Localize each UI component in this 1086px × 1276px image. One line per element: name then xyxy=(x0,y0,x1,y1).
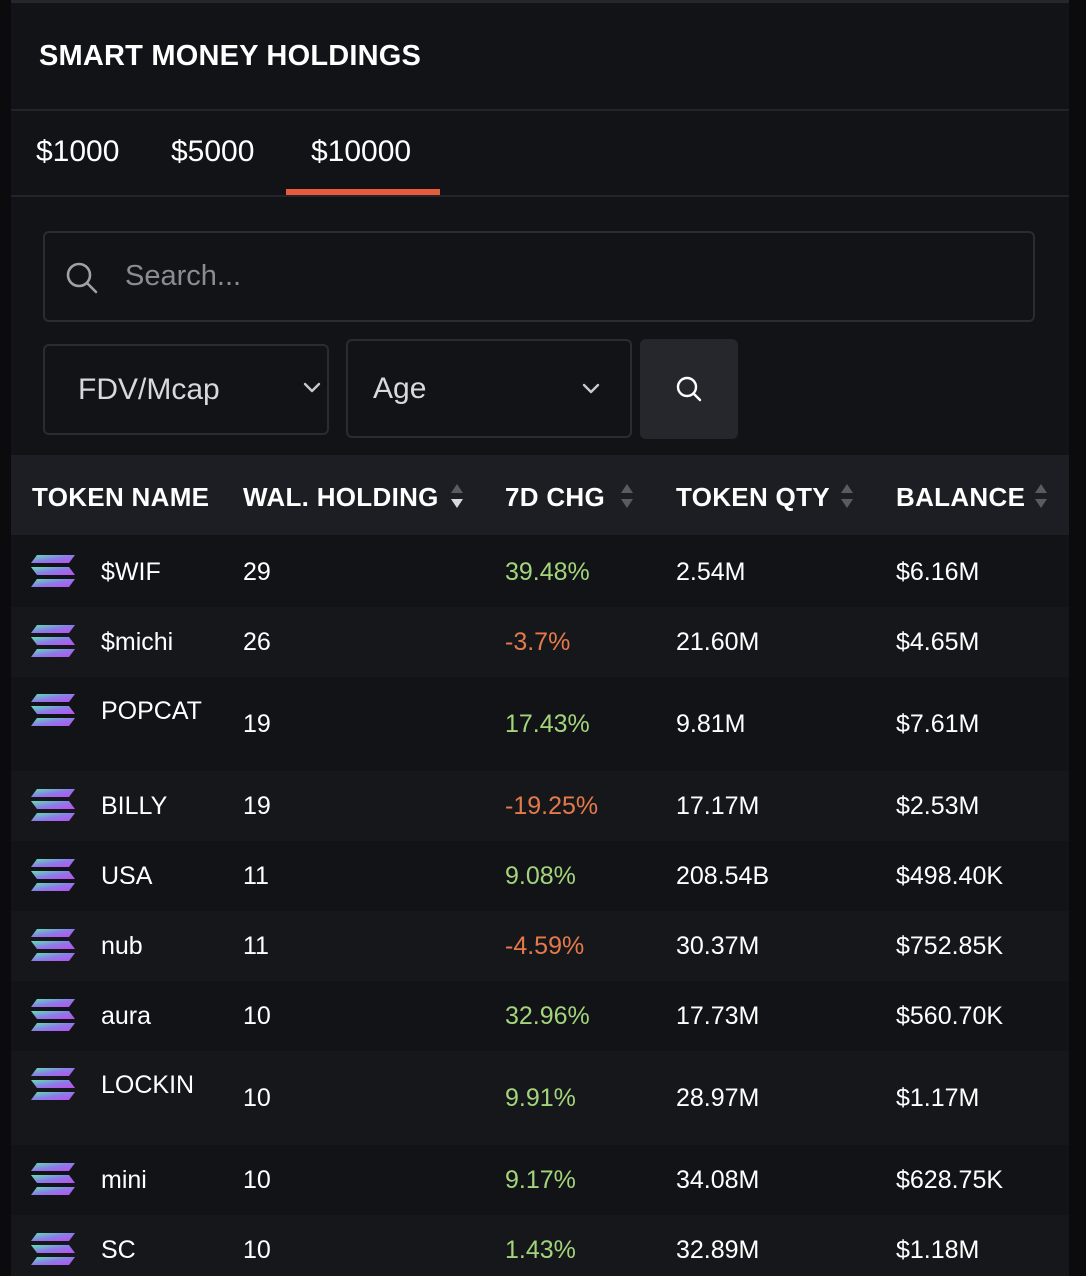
amount-tabs: $1000 $5000 $10000 xyxy=(11,111,1069,197)
search-input[interactable] xyxy=(125,233,1005,320)
age-select[interactable]: Age xyxy=(346,339,632,438)
wallet-holding-value: 10 xyxy=(243,1002,271,1030)
balance-value: $752.85K xyxy=(896,932,1004,960)
chevron-down-icon xyxy=(582,383,600,394)
balance-value: $1.17M xyxy=(896,1084,980,1112)
solana-logo-icon xyxy=(31,694,75,726)
token-name[interactable]: LOCKIN xyxy=(101,1071,195,1099)
seven-day-change-value: 1.43% xyxy=(505,1236,576,1264)
wallet-holding-value: 26 xyxy=(243,628,271,656)
wallet-holding-value: 19 xyxy=(243,710,271,738)
seven-day-change-value: 9.08% xyxy=(505,862,576,890)
sort-icon[interactable] xyxy=(839,479,855,513)
table-row[interactable]: BILLY 19 -19.25% 17.17M $2.53M xyxy=(11,771,1069,841)
balance-value: $498.40K xyxy=(896,862,1004,890)
token-qty-value: 32.89M xyxy=(676,1236,760,1264)
token-qty-value: 34.08M xyxy=(676,1166,760,1194)
table-row[interactable]: POPCAT 19 17.43% 9.81M $7.61M xyxy=(11,677,1069,771)
search-button[interactable] xyxy=(640,339,738,439)
chevron-down-icon xyxy=(303,382,321,393)
active-tab-indicator xyxy=(286,189,440,195)
panel-header: SMART MONEY HOLDINGS xyxy=(11,3,1069,111)
solana-logo-icon xyxy=(31,555,75,587)
balance-value: $7.61M xyxy=(896,710,980,738)
wallet-holding-value: 11 xyxy=(243,932,269,960)
table-row[interactable]: USA 11 9.08% 208.54B $498.40K xyxy=(11,841,1069,911)
wallet-holding-value: 10 xyxy=(243,1084,271,1112)
token-qty-value: 9.81M xyxy=(676,710,746,738)
column-header-balance[interactable]: BALANCE xyxy=(896,482,1026,512)
token-name[interactable]: USA xyxy=(101,862,153,890)
seven-day-change-value: -4.59% xyxy=(505,932,585,960)
balance-value: $628.75K xyxy=(896,1166,1004,1194)
sort-icon[interactable] xyxy=(449,479,465,513)
token-qty-value: 17.17M xyxy=(676,792,760,820)
balance-value: $4.65M xyxy=(896,628,980,656)
wallet-holding-value: 10 xyxy=(243,1166,271,1194)
solana-logo-icon xyxy=(31,1163,75,1195)
sort-icon[interactable] xyxy=(1033,479,1049,513)
column-header-wallet-holding[interactable]: WAL. HOLDING xyxy=(243,482,439,512)
column-header-token-name[interactable]: TOKEN NAME xyxy=(32,482,210,512)
table-row[interactable]: LOCKIN 10 9.91% 28.97M $1.17M xyxy=(11,1051,1069,1145)
tab-5000[interactable]: $5000 xyxy=(171,135,255,168)
table-row[interactable]: $WIF 29 39.48% 2.54M $6.16M xyxy=(11,537,1069,607)
wallet-holding-value: 10 xyxy=(243,1236,271,1264)
token-name[interactable]: $WIF xyxy=(101,558,161,586)
token-name[interactable]: mini xyxy=(101,1166,147,1194)
search-box[interactable] xyxy=(43,231,1035,322)
solana-logo-icon xyxy=(31,1233,75,1265)
seven-day-change-value: -19.25% xyxy=(505,792,599,820)
token-qty-value: 208.54B xyxy=(676,862,770,890)
token-name[interactable]: BILLY xyxy=(101,792,168,820)
wallet-holding-value: 29 xyxy=(243,558,271,586)
table-row[interactable]: mini 10 9.17% 34.08M $628.75K xyxy=(11,1145,1069,1215)
seven-day-change-value: 39.48% xyxy=(505,558,590,586)
token-qty-value: 28.97M xyxy=(676,1084,760,1112)
solana-logo-icon xyxy=(31,625,75,657)
fdv-mcap-select[interactable]: FDV/Mcap xyxy=(43,344,329,435)
search-icon xyxy=(676,376,702,402)
solana-logo-icon xyxy=(31,789,75,821)
token-name[interactable]: $michi xyxy=(101,628,174,656)
seven-day-change-value: 9.17% xyxy=(505,1166,576,1194)
table-row[interactable]: $michi 26 -3.7% 21.60M $4.65M xyxy=(11,607,1069,677)
token-qty-value: 30.37M xyxy=(676,932,760,960)
token-name[interactable]: SC xyxy=(101,1236,136,1264)
solana-logo-icon xyxy=(31,859,75,891)
table-row[interactable]: SC 10 1.43% 32.89M $1.18M xyxy=(11,1215,1069,1276)
token-qty-value: 2.54M xyxy=(676,558,746,586)
column-header-7d-change[interactable]: 7D CHG xyxy=(505,482,606,512)
token-qty-value: 21.60M xyxy=(676,628,760,656)
solana-logo-icon xyxy=(31,1068,75,1100)
token-name[interactable]: nub xyxy=(101,932,143,960)
column-header-token-qty[interactable]: TOKEN QTY xyxy=(676,482,830,512)
token-name[interactable]: POPCAT xyxy=(101,697,202,725)
search-icon xyxy=(66,262,98,294)
wallet-holding-value: 19 xyxy=(243,792,271,820)
table-row[interactable]: aura 10 32.96% 17.73M $560.70K xyxy=(11,981,1069,1051)
balance-value: $2.53M xyxy=(896,792,980,820)
tab-1000[interactable]: $1000 xyxy=(36,135,120,168)
solana-logo-icon xyxy=(31,929,75,961)
balance-value: $1.18M xyxy=(896,1236,980,1264)
token-name[interactable]: aura xyxy=(101,1002,152,1030)
balance-value: $560.70K xyxy=(896,1002,1004,1030)
age-select-label: Age xyxy=(373,371,427,405)
smart-money-panel: SMART MONEY HOLDINGS $1000 $5000 $10000 … xyxy=(11,0,1069,1276)
balance-value: $6.16M xyxy=(896,558,980,586)
panel-title: SMART MONEY HOLDINGS xyxy=(39,39,422,72)
sort-icon[interactable] xyxy=(619,479,635,513)
tab-10000[interactable]: $10000 xyxy=(311,135,412,168)
seven-day-change-value: 17.43% xyxy=(505,710,590,738)
table-header: TOKEN NAME WAL. HOLDING 7D CHG TOKEN QTY… xyxy=(11,455,1069,535)
table-row[interactable]: nub 11 -4.59% 30.37M $752.85K xyxy=(11,911,1069,981)
wallet-holding-value: 11 xyxy=(243,862,269,890)
fdv-mcap-select-label: FDV/Mcap xyxy=(78,372,220,406)
seven-day-change-value: 32.96% xyxy=(505,1002,590,1030)
seven-day-change-value: 9.91% xyxy=(505,1084,576,1112)
solana-logo-icon xyxy=(31,999,75,1031)
token-qty-value: 17.73M xyxy=(676,1002,760,1030)
seven-day-change-value: -3.7% xyxy=(505,628,571,656)
